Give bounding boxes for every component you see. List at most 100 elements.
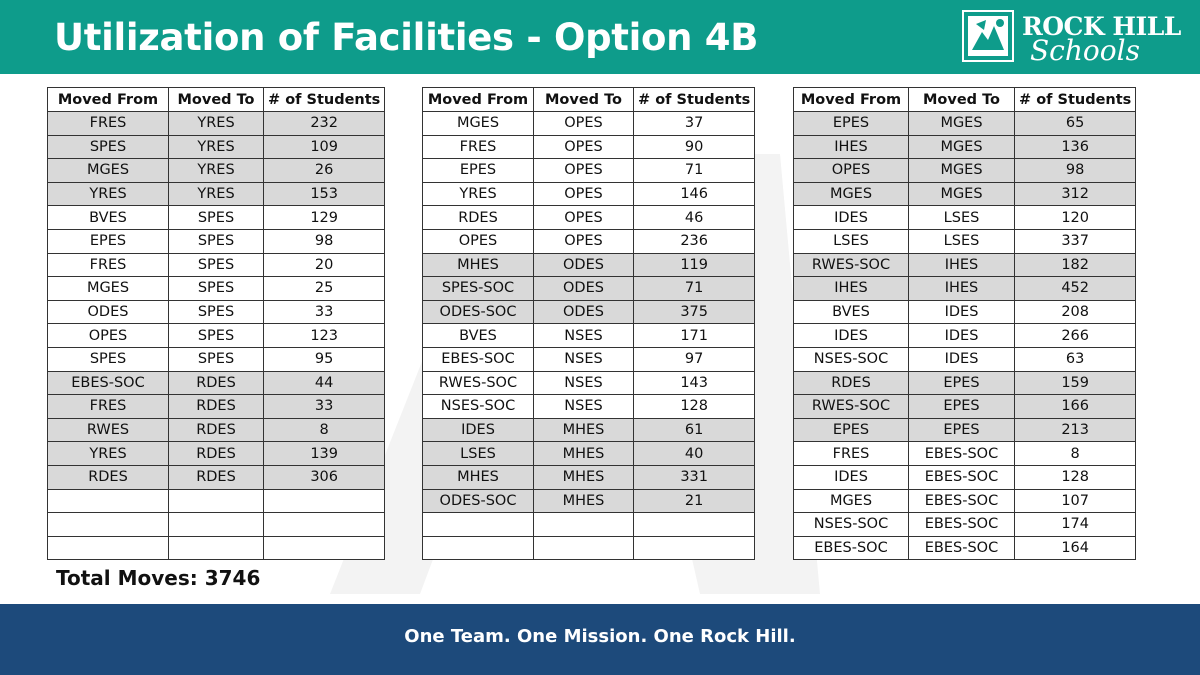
cell-student-count: 26 bbox=[262, 158, 386, 183]
cell-moved-to: YRES bbox=[168, 134, 264, 160]
table-row: MGES MGES 312 bbox=[793, 181, 1137, 207]
cell-student-count: 171 bbox=[632, 323, 756, 348]
column-header-moved-to: Moved To bbox=[533, 87, 634, 112]
cell-moved-from: SPES-SOC bbox=[422, 276, 534, 301]
cell-moved-from: MGES bbox=[47, 276, 169, 301]
cell-moved-to: IHES bbox=[908, 252, 1015, 278]
cell-student-count: 71 bbox=[632, 276, 756, 301]
table-row: IHES MGES 136 bbox=[793, 134, 1137, 160]
cell-moved-from: MGES bbox=[793, 488, 909, 514]
cell-moved-to: EBES-SOC bbox=[908, 441, 1015, 466]
cell-student-count: 159 bbox=[1013, 370, 1137, 396]
cell-moved-from: MHES bbox=[422, 464, 534, 490]
cell-moved-to: MGES bbox=[908, 134, 1015, 160]
cell-student-count: 95 bbox=[262, 346, 386, 372]
cell-moved-from: IDES bbox=[422, 417, 534, 443]
cell-student-count: 213 bbox=[1013, 417, 1137, 443]
cell-moved-from: FRES bbox=[47, 111, 169, 136]
cell-moved-from: BVES bbox=[793, 299, 909, 325]
table-row: RDES EPES 159 bbox=[793, 370, 1137, 396]
column-header-moved-from: Moved From bbox=[47, 87, 169, 112]
cell-student-count: 90 bbox=[632, 134, 756, 160]
cell-moved-from: YRES bbox=[47, 441, 169, 466]
cell-moved-from: FRES bbox=[422, 134, 534, 160]
total-moves: Total Moves: 3746 bbox=[56, 566, 261, 590]
cell-moved-to: YRES bbox=[168, 181, 264, 207]
table-row: MHES ODES 119 bbox=[422, 252, 756, 278]
cell-moved-to: SPES bbox=[168, 205, 264, 230]
cell-moved-from bbox=[47, 512, 169, 537]
cell-moved-from: NSES-SOC bbox=[793, 512, 909, 537]
cell-moved-from: LSES bbox=[793, 228, 909, 254]
table-row: EBES-SOC RDES 44 bbox=[47, 370, 386, 396]
cell-moved-from: MGES bbox=[422, 111, 534, 136]
cell-student-count: 61 bbox=[632, 417, 756, 443]
cell-student-count: 107 bbox=[1013, 488, 1137, 514]
table-row bbox=[422, 512, 756, 537]
cell-student-count: 71 bbox=[632, 158, 756, 183]
cell-student-count: 97 bbox=[632, 346, 756, 372]
cell-student-count: 98 bbox=[1013, 158, 1137, 183]
table-row: NSES-SOC EBES-SOC 174 bbox=[793, 512, 1137, 537]
cell-student-count: 164 bbox=[1013, 535, 1137, 561]
cell-moved-to: RDES bbox=[168, 370, 264, 396]
cell-moved-to: MGES bbox=[908, 111, 1015, 136]
cell-moved-from: FRES bbox=[793, 441, 909, 466]
cell-student-count: 166 bbox=[1013, 394, 1137, 419]
cell-moved-from: BVES bbox=[47, 205, 169, 230]
cell-moved-to: EPES bbox=[908, 417, 1015, 443]
cell-moved-to bbox=[168, 488, 264, 514]
cell-student-count: 128 bbox=[632, 394, 756, 419]
table-row: IDES IDES 266 bbox=[793, 323, 1137, 348]
column-header-students: # of Students bbox=[632, 87, 756, 112]
cell-moved-to: RDES bbox=[168, 417, 264, 443]
cell-moved-to bbox=[168, 512, 264, 537]
cell-moved-from: LSES bbox=[422, 441, 534, 466]
cell-moved-to: SPES bbox=[168, 252, 264, 278]
cell-student-count bbox=[262, 535, 386, 561]
cell-moved-to: EBES-SOC bbox=[908, 488, 1015, 514]
table-row: YRES YRES 153 bbox=[47, 181, 386, 207]
table-row: FRES OPES 90 bbox=[422, 134, 756, 160]
cell-moved-to: NSES bbox=[533, 394, 634, 419]
cell-moved-to: NSES bbox=[533, 323, 634, 348]
table-row bbox=[422, 535, 756, 561]
column-header-moved-from: Moved From bbox=[793, 87, 909, 112]
page-title: Utilization of Facilities - Option 4B bbox=[54, 16, 759, 59]
cell-student-count: 123 bbox=[262, 323, 386, 348]
cell-moved-from: RDES bbox=[793, 370, 909, 396]
cell-student-count: 37 bbox=[632, 111, 756, 136]
table-row: RWES RDES 8 bbox=[47, 417, 386, 443]
cell-moved-from: OPES bbox=[793, 158, 909, 183]
cell-moved-from: EPES bbox=[47, 228, 169, 254]
cell-student-count: 25 bbox=[262, 276, 386, 301]
table-row: EPES OPES 71 bbox=[422, 158, 756, 183]
cell-student-count: 8 bbox=[1013, 441, 1137, 466]
cell-moved-to: OPES bbox=[533, 158, 634, 183]
table-row: RWES-SOC EPES 166 bbox=[793, 394, 1137, 419]
moves-table: Moved From Moved To # of Students MGES OP… bbox=[422, 87, 756, 561]
cell-moved-to: MHES bbox=[533, 441, 634, 466]
cell-moved-from: EPES bbox=[793, 111, 909, 136]
cell-moved-to: YRES bbox=[168, 111, 264, 136]
cell-moved-from: ODES-SOC bbox=[422, 299, 534, 325]
cell-moved-from: EPES bbox=[793, 417, 909, 443]
cell-moved-from bbox=[47, 488, 169, 514]
cell-student-count: 331 bbox=[632, 464, 756, 490]
column-header-moved-from: Moved From bbox=[422, 87, 534, 112]
cell-student-count: 33 bbox=[262, 394, 386, 419]
cell-moved-from: MGES bbox=[793, 181, 909, 207]
cell-moved-to bbox=[533, 535, 634, 561]
cell-moved-to: EBES-SOC bbox=[908, 535, 1015, 561]
cell-moved-to: MGES bbox=[908, 158, 1015, 183]
moves-table-2: Moved From Moved To # of Students MGES OP… bbox=[422, 87, 756, 561]
table-row: LSES MHES 40 bbox=[422, 441, 756, 466]
cell-moved-to: OPES bbox=[533, 205, 634, 230]
table-row: IHES IHES 452 bbox=[793, 276, 1137, 301]
cell-moved-to: NSES bbox=[533, 346, 634, 372]
cell-moved-to: LSES bbox=[908, 205, 1015, 230]
table-row: EBES-SOC EBES-SOC 164 bbox=[793, 535, 1137, 561]
cell-moved-to: YRES bbox=[168, 158, 264, 183]
cell-student-count: 46 bbox=[632, 205, 756, 230]
cell-moved-to: RDES bbox=[168, 394, 264, 419]
